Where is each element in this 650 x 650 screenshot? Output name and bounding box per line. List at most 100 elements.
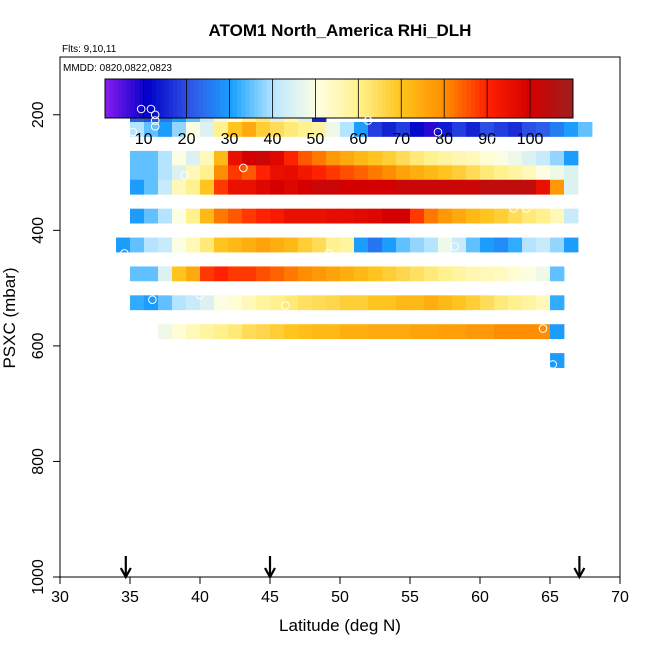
observation-marker xyxy=(381,257,391,267)
colorbar-segment xyxy=(411,79,416,118)
heatmap-cell xyxy=(522,266,537,282)
heatmap-cell xyxy=(270,122,285,137)
colorbar-segment xyxy=(424,79,429,118)
heatmap-cell xyxy=(256,165,271,181)
heatmap-cell xyxy=(382,324,397,340)
colorbar-segment xyxy=(368,79,374,118)
heatmap-cell xyxy=(284,150,299,166)
heatmap-cell xyxy=(312,165,327,181)
colorbar-segment xyxy=(228,79,234,118)
heatmap-cell xyxy=(382,266,397,282)
heatmap-cell xyxy=(494,266,509,282)
heatmap-cell xyxy=(186,266,201,282)
colorbar-segment xyxy=(134,79,140,118)
heatmap-cell xyxy=(368,266,383,282)
heatmap-cell xyxy=(354,324,369,340)
x-tick-label: 60 xyxy=(471,589,489,606)
heatmap-cell xyxy=(396,208,411,224)
heatmap-cell xyxy=(256,324,271,340)
heatmap-cell xyxy=(396,295,411,311)
colorbar-tick-label: 50 xyxy=(306,131,324,148)
heatmap-cell xyxy=(298,237,313,253)
heatmap-cell xyxy=(214,150,229,166)
heatmap-cell xyxy=(130,208,145,224)
heatmap-cell xyxy=(578,122,593,137)
heatmap-cell xyxy=(200,179,215,195)
colorbar-segment xyxy=(147,79,153,118)
y-tick-label: 800 xyxy=(30,448,47,475)
heatmap-cell xyxy=(158,295,173,311)
heatmap-cell xyxy=(396,122,411,137)
colorbar-segment xyxy=(394,79,399,118)
heatmap-cell xyxy=(312,150,327,166)
heatmap-cell xyxy=(326,237,341,253)
observation-marker xyxy=(408,282,418,291)
observation-marker xyxy=(148,295,157,304)
heatmap-cell xyxy=(536,266,551,282)
colorbar-segment xyxy=(126,79,131,118)
colorbar-segment xyxy=(181,79,187,118)
heatmap-cell xyxy=(564,179,579,195)
heatmap-cell xyxy=(340,179,355,195)
observation-marker xyxy=(433,127,443,137)
heatmap-cell xyxy=(564,165,579,181)
heatmap-cell xyxy=(536,324,551,340)
colorbar-segment xyxy=(236,79,242,118)
down-arrow-icon xyxy=(573,556,586,580)
heatmap-cell xyxy=(424,295,439,311)
heatmap-cell xyxy=(298,295,313,311)
heatmap-cell xyxy=(536,208,551,224)
colorbar-segment xyxy=(245,79,251,118)
colorbar-segment xyxy=(402,79,408,118)
colorbar-tick-label: 80 xyxy=(435,131,453,148)
heatmap-cell xyxy=(522,165,537,181)
heatmap-cell xyxy=(172,324,187,340)
observation-marker xyxy=(239,163,248,173)
heatmap-cell xyxy=(382,295,397,311)
colorbar-segment xyxy=(560,79,565,118)
heatmap-cell xyxy=(340,295,355,311)
colorbar-segment xyxy=(258,79,263,118)
observation-marker xyxy=(324,249,334,258)
heatmap-cell xyxy=(228,208,243,224)
heatmap-cell xyxy=(508,179,523,195)
heatmap-cell xyxy=(340,324,355,340)
heatmap-cell xyxy=(228,266,243,282)
heatmap-cell xyxy=(522,295,537,311)
heatmap-cell xyxy=(550,295,565,311)
colorbar-segment xyxy=(326,79,331,118)
heatmap-cell xyxy=(536,237,551,253)
heatmap-cell xyxy=(354,208,369,224)
heatmap-cell xyxy=(158,266,173,282)
colorbar-segment xyxy=(249,79,255,118)
heatmap-cell xyxy=(550,208,565,224)
heatmap-cell xyxy=(396,150,411,166)
x-tick-label: 45 xyxy=(261,589,279,606)
heatmap-cell xyxy=(340,237,355,253)
colorbar-segment xyxy=(330,79,336,118)
colorbar-segment xyxy=(177,79,182,118)
colorbar-tick-label: 100 xyxy=(517,131,544,148)
colorbar-segment xyxy=(509,79,514,118)
heatmap-cell xyxy=(466,237,481,253)
heatmap-cell xyxy=(438,150,453,166)
heatmap-cell xyxy=(326,266,341,282)
colorbar-segment xyxy=(168,79,174,118)
heatmap-cell xyxy=(396,237,411,253)
colorbar-segment xyxy=(462,79,468,118)
colorbar-segment xyxy=(279,79,285,118)
heatmap-cell xyxy=(368,165,383,181)
heatmap-cell xyxy=(130,165,145,181)
heatmap-cell xyxy=(298,165,313,181)
observation-marker xyxy=(346,311,356,321)
heatmap-cell xyxy=(410,165,425,181)
colorbar-segment xyxy=(117,79,123,118)
heatmap-cell xyxy=(424,237,439,253)
heatmap-cell xyxy=(494,165,509,181)
colorbar-segment xyxy=(351,79,357,118)
colorbar-tick-label: 70 xyxy=(392,131,410,148)
observation-marker xyxy=(215,341,224,351)
colorbar-segment xyxy=(479,79,485,118)
heatmap-cell xyxy=(508,295,523,311)
